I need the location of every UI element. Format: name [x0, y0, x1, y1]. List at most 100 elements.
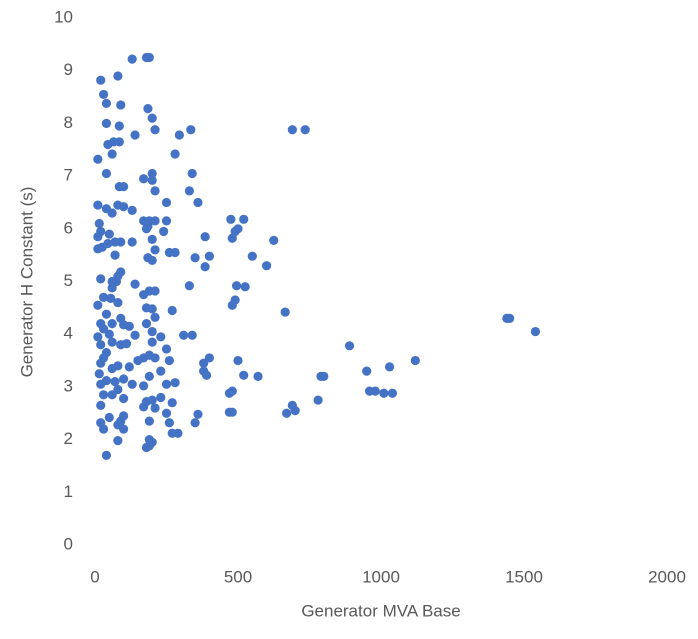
point — [144, 371, 154, 381]
point — [184, 281, 194, 291]
point — [239, 214, 249, 224]
point — [173, 428, 183, 438]
point — [101, 168, 112, 179]
point — [150, 125, 160, 135]
point — [107, 319, 117, 329]
point — [107, 390, 117, 400]
point — [101, 118, 112, 128]
point — [193, 197, 203, 208]
y-tick-label: 2 — [64, 429, 73, 448]
point — [104, 329, 114, 339]
point — [107, 208, 117, 218]
y-tick-label: 0 — [64, 534, 73, 553]
point — [282, 408, 292, 418]
point — [119, 424, 129, 434]
x-tick-label: 1000 — [362, 567, 400, 586]
point — [147, 168, 157, 179]
point — [124, 362, 134, 372]
point — [141, 224, 152, 234]
point — [269, 235, 279, 245]
point — [204, 251, 214, 261]
point — [139, 381, 149, 391]
point — [164, 355, 174, 366]
point — [226, 214, 236, 224]
point — [370, 386, 380, 396]
point — [107, 149, 117, 159]
point — [147, 395, 157, 405]
point — [156, 366, 166, 376]
point — [150, 216, 160, 226]
point — [300, 125, 310, 135]
point — [98, 89, 109, 100]
point — [104, 229, 114, 239]
point — [156, 332, 166, 342]
point — [113, 297, 123, 308]
point — [147, 113, 157, 123]
point — [170, 378, 180, 388]
point — [114, 137, 124, 147]
point — [187, 168, 197, 179]
point — [150, 403, 160, 413]
point — [96, 274, 106, 284]
point — [147, 255, 157, 266]
point — [319, 371, 329, 381]
x-tick-label: 0 — [90, 567, 99, 586]
point — [141, 319, 152, 329]
point — [127, 54, 137, 64]
point — [167, 305, 177, 316]
point — [161, 197, 172, 208]
point — [144, 416, 154, 426]
point — [239, 370, 249, 380]
point — [199, 358, 209, 368]
point — [147, 337, 157, 347]
point — [161, 408, 172, 418]
point — [362, 366, 372, 376]
point — [96, 358, 106, 368]
point — [379, 388, 389, 398]
point — [174, 130, 184, 140]
point — [344, 341, 355, 351]
point — [150, 286, 160, 296]
point — [93, 300, 103, 310]
point — [227, 300, 237, 310]
y-axis-title: Generator H Constant (s) — [17, 187, 36, 378]
point — [107, 283, 117, 293]
y-tick-label: 4 — [64, 324, 73, 343]
point — [106, 293, 116, 303]
point — [164, 418, 174, 428]
point — [139, 290, 149, 300]
point — [114, 121, 124, 131]
x-tick-label: 2000 — [648, 567, 686, 586]
point — [98, 292, 109, 302]
point — [240, 282, 250, 292]
point — [94, 218, 104, 229]
point — [290, 406, 300, 416]
point — [127, 379, 137, 389]
point — [170, 149, 180, 159]
point — [119, 374, 129, 384]
point — [253, 371, 263, 381]
point — [143, 104, 153, 114]
y-tick-label: 9 — [64, 60, 73, 79]
point — [101, 309, 112, 319]
point — [96, 75, 106, 85]
point — [116, 237, 126, 247]
point — [150, 245, 160, 255]
point — [96, 400, 106, 410]
point — [130, 279, 140, 289]
y-tick-label: 6 — [64, 218, 73, 237]
point — [287, 125, 297, 135]
point — [93, 200, 103, 210]
point — [110, 250, 120, 260]
point — [113, 436, 123, 446]
x-tick-label: 500 — [224, 567, 252, 586]
point — [101, 450, 112, 461]
point — [119, 393, 129, 404]
point — [107, 363, 117, 374]
y-tick-label: 1 — [64, 482, 73, 501]
point — [170, 247, 180, 258]
point — [103, 139, 113, 150]
point — [313, 395, 323, 405]
point — [96, 379, 106, 389]
point — [247, 251, 257, 261]
